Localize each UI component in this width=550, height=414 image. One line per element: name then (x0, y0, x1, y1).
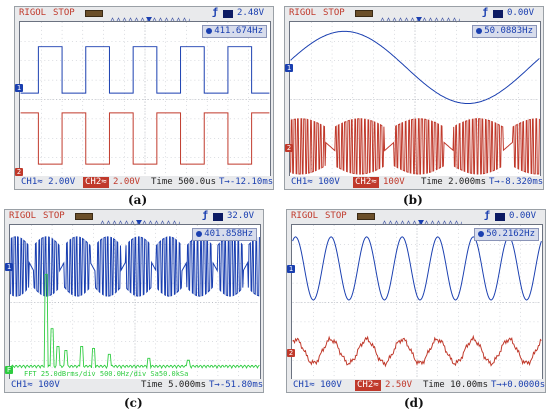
battery-icon (357, 213, 375, 220)
trigger-source-icon (495, 213, 505, 221)
top-status-bar: RIGOL STOP ƒ 0.00V (285, 7, 543, 25)
ch1-scale: CH1≈ 2.00V (21, 177, 76, 187)
memory-depth-icon (107, 10, 193, 25)
run-mode-label: STOP (53, 8, 75, 18)
waveform-grid: FFT 25.0dBrms/div 500.0Hz/div Sa50.0kSa 1… (5, 224, 261, 381)
ch1-waveform (292, 236, 542, 301)
timebase: Time 2.000ms (421, 177, 487, 187)
ch1-offset-marker[interactable]: 1 (5, 263, 13, 271)
ch1-offset-marker[interactable]: 1 (285, 64, 293, 72)
channel-dot-icon (478, 230, 485, 237)
trigger-edge-icon: ƒ (482, 7, 489, 18)
time-position: T→-12.10ms (219, 177, 274, 187)
scope-panel-c: RIGOL STOP ƒ 32.0V FFT 25.0dBrms/div 500.0Hz… (4, 209, 264, 393)
channel-dot-icon (206, 27, 213, 34)
ch2-scale: 2.50V (385, 380, 413, 390)
ch1-scale: CH1≈ 100V (11, 380, 60, 390)
scope-panel-b: RIGOL STOP ƒ 0.00V 1 2 50.0883Hz CH1≈ 100V CH2≈ 1… (284, 6, 544, 190)
battery-icon (85, 10, 103, 17)
ch2-label: CH2≈ (355, 380, 381, 391)
time-position: T→-8.320ms (489, 177, 544, 187)
scope-panel-a: RIGOL STOP ƒ 2.48V 1 2 411.674Hz CH1≈ 2.00V CH2≈… (14, 6, 274, 190)
frequency-value: 50.2162Hz (486, 229, 535, 239)
caption-b: (b) (403, 193, 423, 207)
memory-depth-icon (379, 213, 465, 228)
run-mode-label: STOP (43, 211, 65, 221)
ch1-scale: CH1≈ 100V (291, 177, 340, 187)
bottom-status-bar: CH1≈ 100V Time 5.000ms T→-51.80ms (5, 379, 263, 392)
ch2-scale: 100V (383, 177, 405, 187)
timebase: Time 5.000ms (141, 380, 207, 390)
brand-label: RIGOL (9, 211, 37, 221)
fft-info: FFT 25.0dBrms/div 500.0Hz/div Sa50.0kSa (24, 370, 189, 378)
trigger-level: 2.48V (237, 8, 265, 18)
ch1-offset-marker[interactable]: 1 (287, 265, 295, 273)
waveform-grid: 1 2 50.0883Hz (285, 21, 541, 178)
ch2-offset-marker[interactable]: 2 (15, 168, 23, 176)
waveform-grid: 1 2 411.674Hz (15, 21, 271, 178)
ch2-waveform (20, 112, 270, 165)
waveform-grid: 1 2 50.2162Hz (287, 224, 543, 381)
ch2-waveform (290, 118, 540, 175)
trigger-level: 0.00V (509, 211, 537, 221)
ch1-waveform (290, 30, 540, 104)
ch2-offset-marker[interactable]: 2 (285, 144, 293, 152)
brand-label: RIGOL (19, 8, 47, 18)
frequency-readout: 411.674Hz (202, 25, 267, 38)
ch2-waveform (292, 334, 542, 368)
memory-depth-icon (97, 213, 183, 228)
ch1-scale: CH1≈ 100V (293, 380, 342, 390)
top-status-bar: RIGOL STOP ƒ 32.0V (5, 210, 263, 228)
battery-icon (355, 10, 373, 17)
trigger-source-icon (223, 10, 233, 18)
bottom-status-bar: CH1≈ 2.00V CH2≈ 2.00V Time 500.0us T→-12.10m… (15, 176, 273, 189)
channel-dot-icon (196, 230, 203, 237)
frequency-readout: 401.858Hz (192, 228, 257, 241)
fft-spectrum (10, 273, 260, 370)
time-position: T→+0.0000s (491, 380, 546, 390)
top-status-bar: RIGOL STOP ƒ 0.00V (287, 210, 545, 228)
trigger-source-icon (213, 213, 223, 221)
battery-icon (75, 213, 93, 220)
timebase: Time 500.0us (151, 177, 217, 187)
bottom-status-bar: CH1≈ 100V CH2≈ 2.50V Time 10.00ms T→+0.0000s (287, 379, 545, 392)
ch2-label: CH2≈ (83, 177, 109, 188)
run-mode-label: STOP (323, 8, 345, 18)
trigger-edge-icon: ƒ (484, 210, 491, 221)
caption-a: (a) (128, 193, 148, 207)
bottom-status-bar: CH1≈ 100V CH2≈ 100V Time 2.000ms T→-8.320ms (285, 176, 543, 189)
channel-dot-icon (476, 27, 483, 34)
brand-label: RIGOL (289, 8, 317, 18)
caption-d: (d) (404, 396, 424, 410)
timebase: Time 10.00ms (423, 380, 489, 390)
frequency-value: 401.858Hz (204, 229, 253, 239)
ch2-offset-marker[interactable]: 2 (287, 349, 295, 357)
frequency-readout: 50.2162Hz (474, 228, 539, 241)
run-mode-label: STOP (325, 211, 347, 221)
ch2-scale: 2.00V (113, 177, 141, 187)
frequency-value: 411.674Hz (214, 26, 263, 36)
ch1-waveform (20, 46, 270, 94)
trigger-source-icon (493, 10, 503, 18)
scope-panel-d: RIGOL STOP ƒ 0.00V 1 2 50.2162Hz CH1≈ 100V CH2≈ 2… (286, 209, 546, 393)
trigger-level: 32.0V (227, 211, 255, 221)
frequency-value: 50.0883Hz (484, 26, 533, 36)
top-status-bar: RIGOL STOP ƒ 2.48V (15, 7, 273, 25)
ch1-waveform (10, 236, 260, 297)
ch2-label: CH2≈ (353, 177, 379, 188)
memory-depth-icon (377, 10, 463, 25)
fft-offset-marker[interactable]: F (5, 366, 13, 374)
ch1-offset-marker[interactable]: 1 (15, 84, 23, 92)
trigger-level: 0.00V (507, 8, 535, 18)
caption-c: (c) (124, 396, 143, 410)
trigger-edge-icon: ƒ (212, 7, 219, 18)
trigger-edge-icon: ƒ (202, 210, 209, 221)
brand-label: RIGOL (291, 211, 319, 221)
time-position: T→-51.80ms (209, 380, 264, 390)
frequency-readout: 50.0883Hz (472, 25, 537, 38)
